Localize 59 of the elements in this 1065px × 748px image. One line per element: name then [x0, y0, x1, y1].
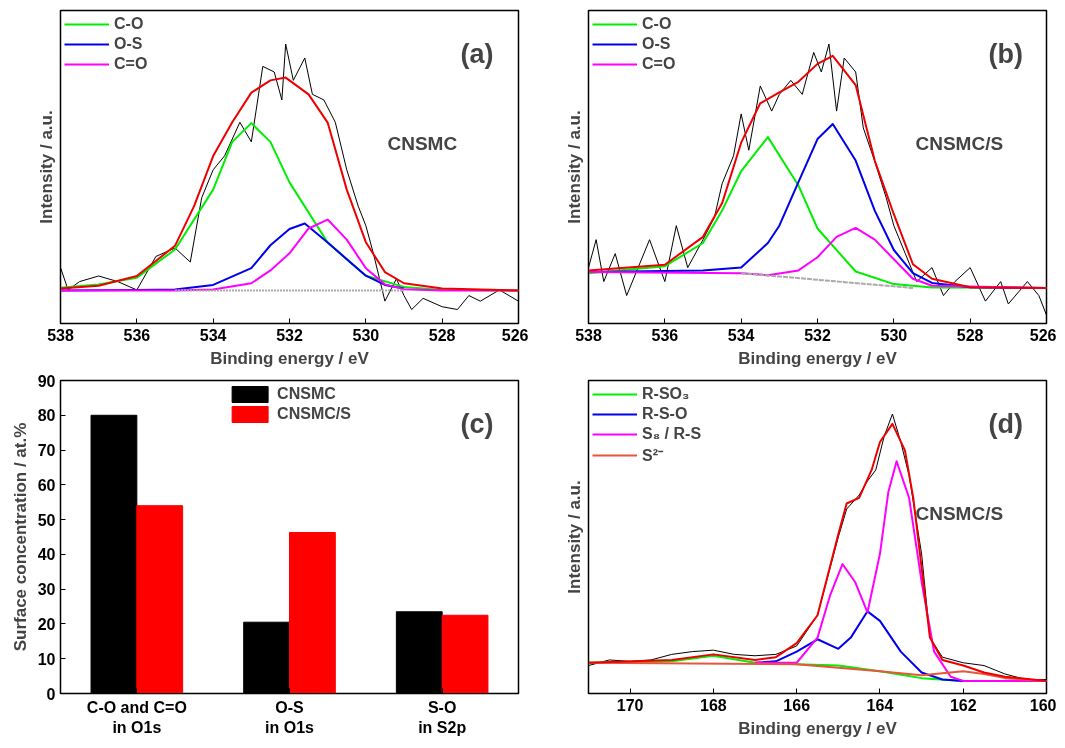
y-axis-title: Intensity / a.u.: [564, 480, 584, 594]
annotation: CNSMC/S: [915, 132, 1004, 154]
x-tick-label: 538: [575, 326, 602, 344]
annotation: (d): [988, 408, 1023, 439]
x-axis-title: Binding energy / eV: [210, 348, 370, 368]
x-tick-label: 532: [804, 326, 831, 344]
x-tick-label: 534: [727, 326, 755, 344]
y-tick-label: 40: [37, 546, 56, 564]
x-tick-label: 526: [501, 326, 529, 344]
x-tick-label: 166: [783, 696, 811, 714]
legend-label: R-S-O: [642, 405, 688, 423]
legend-label: CNSMC/S: [277, 405, 351, 423]
annotation: (c): [460, 408, 494, 439]
x-tick-label: 528: [956, 326, 984, 344]
x-tick-label: 160: [1029, 696, 1057, 714]
x-tick-label: 532: [276, 326, 303, 344]
y-tick-label: 30: [37, 581, 56, 599]
legend-label: R-SO₃: [642, 385, 690, 403]
y-tick-label: 60: [37, 476, 56, 494]
annotation: CNSMC: [387, 132, 458, 154]
legend-label: S²⁻: [642, 446, 663, 466]
x-tick-label: 170: [616, 696, 644, 714]
y-tick-label: 70: [37, 442, 56, 460]
legend-label: CNSMC: [277, 385, 336, 403]
y-tick-label: 50: [37, 511, 56, 529]
y-tick-label: 0: [46, 685, 56, 703]
x-tick-label: 536: [651, 326, 679, 344]
y-axis-title: Intensity / a.u.: [564, 110, 584, 224]
annotation: (b): [988, 38, 1023, 69]
legend-label: O-S: [114, 35, 143, 53]
legend-label: O-S: [642, 35, 671, 53]
y-tick-label: 10: [37, 650, 56, 668]
legend-label: C-O: [114, 15, 144, 33]
x-tick-label: 530: [352, 326, 380, 344]
legend-label: C=O: [642, 55, 676, 73]
x-tick-label: 168: [700, 696, 727, 714]
x-axis-title: Binding energy / eV: [738, 718, 898, 738]
legend-label: S₈ / R-S: [642, 425, 702, 443]
y-axis-title: Intensity / a.u.: [36, 110, 56, 224]
x-tick-label: 534: [199, 326, 227, 344]
x-tick-label: S-O in S2p: [418, 698, 467, 736]
x-tick-label: O-S in O1s: [265, 698, 315, 736]
x-tick-label: 164: [866, 696, 894, 714]
x-tick-label: C-O and C=O in O1s: [86, 698, 187, 736]
y-tick-label: 90: [37, 372, 56, 390]
x-tick-label: 528: [428, 326, 456, 344]
x-tick-label: 538: [47, 326, 74, 344]
legend-label: C=O: [114, 55, 148, 73]
legend-label: C-O: [642, 15, 672, 33]
y-tick-label: 20: [37, 615, 56, 633]
x-tick-label: 530: [880, 326, 908, 344]
x-axis-title: Binding energy / eV: [738, 348, 898, 368]
x-tick-label: 536: [123, 326, 151, 344]
y-axis-title: Surface concentration / at.%: [10, 422, 30, 652]
annotation: CNSMC/S: [915, 502, 1004, 524]
annotation: (a): [460, 38, 494, 69]
x-tick-label: 526: [1029, 326, 1057, 344]
y-tick-label: 80: [37, 407, 56, 425]
x-tick-label: 162: [949, 696, 977, 714]
